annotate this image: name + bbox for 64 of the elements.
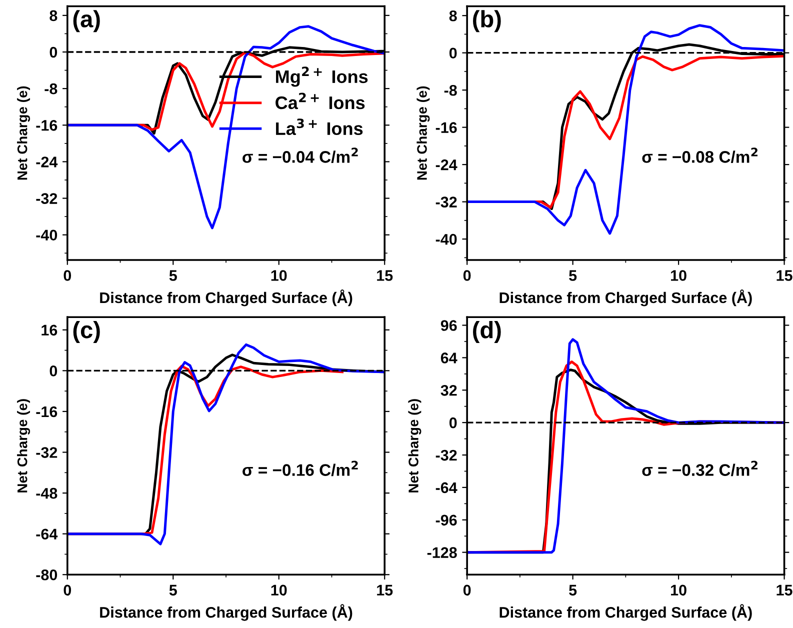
- y-tick-label: -96: [436, 514, 457, 526]
- legend-label: La$^{3+}$ Ions: [276, 118, 363, 136]
- x-tick-label: 5: [569, 584, 577, 596]
- x-tick-label: 5: [169, 584, 177, 596]
- y-tick-label: 32: [440, 384, 457, 396]
- y-tick-label: -16: [36, 406, 58, 418]
- annotation: σ = −0.08 C/m$^{2}$: [642, 148, 758, 164]
- y-tick-label: -16: [436, 122, 457, 134]
- y-tick-label: -8: [444, 84, 457, 96]
- y-tick-label: -32: [436, 450, 457, 461]
- x-axis-title: Distance from Charged Surface (Å): [100, 290, 352, 306]
- annotation: σ = −0.16 C/m$^{2}$: [242, 460, 358, 476]
- y-tick-label: -64: [36, 528, 58, 540]
- x-tick-label: 10: [671, 584, 686, 596]
- chart-title: (c): [73, 321, 100, 344]
- chart-title: (a): [73, 10, 100, 32]
- y-tick-label: -24: [436, 159, 458, 170]
- y-tick-label: -40: [36, 230, 58, 241]
- x-tick-label: 0: [64, 584, 72, 596]
- x-tick-label: 5: [569, 270, 577, 281]
- y-tick-label: 0: [50, 366, 58, 376]
- annotation: σ = −0.32 C/m$^{2}$: [642, 460, 758, 476]
- y-tick-label: -128: [427, 547, 457, 558]
- x-axis-title: Distance from Charged Surface (Å): [100, 604, 352, 621]
- y-tick-label: 8: [50, 10, 58, 22]
- legend-label: Mg$^{2+}$ Ions: [276, 66, 368, 87]
- y-tick-label: -64: [436, 482, 458, 494]
- x-tick-label: 15: [776, 584, 792, 596]
- legend-label: Ca$^{2+}$ Ions: [276, 92, 365, 110]
- chart-title: (b): [473, 10, 501, 32]
- y-tick-label: -48: [36, 488, 58, 499]
- y-tick-label: 64: [440, 352, 458, 364]
- y-tick-label: 0: [50, 46, 58, 58]
- y-tick-label: 0: [449, 48, 457, 59]
- x-axis-title: Distance from Charged Surface (Å): [500, 290, 752, 306]
- x-tick-label: 15: [776, 270, 792, 281]
- x-tick-label: 10: [271, 270, 287, 281]
- x-tick-label: 5: [169, 270, 177, 281]
- y-tick-label: -16: [36, 120, 58, 131]
- y-tick-label: 96: [440, 320, 457, 331]
- x-axis-title: Distance from Charged Surface (Å): [500, 604, 752, 621]
- annotation: σ = −0.04 C/m$^{2}$: [242, 148, 358, 164]
- y-tick-label: 8: [449, 10, 457, 22]
- y-tick-label: -80: [36, 569, 58, 580]
- y-tick-label: -24: [36, 156, 58, 168]
- y-tick-label: 0: [449, 417, 457, 428]
- y-axis-title: Net Charge (e): [17, 86, 30, 180]
- y-tick-label: 16: [42, 324, 58, 336]
- x-tick-label: 15: [377, 270, 393, 281]
- x-tick-label: 10: [271, 584, 287, 596]
- y-tick-label: -40: [436, 234, 457, 245]
- x-tick-label: 10: [671, 270, 686, 281]
- x-tick-label: 0: [463, 270, 471, 281]
- y-tick-label: -32: [36, 447, 58, 458]
- y-tick-label: -32: [436, 196, 457, 208]
- x-tick-label: 15: [377, 584, 393, 596]
- x-tick-label: 0: [463, 584, 471, 596]
- chart-title: (d): [473, 321, 501, 344]
- y-tick-label: -32: [36, 193, 58, 204]
- y-axis-title: Net Charge (e): [17, 399, 30, 492]
- y-tick-label: -8: [44, 83, 58, 94]
- y-axis-title: Net Charge (e): [416, 86, 430, 180]
- x-tick-label: 0: [64, 270, 72, 281]
- y-axis-title: Net Charge (e): [408, 399, 422, 492]
